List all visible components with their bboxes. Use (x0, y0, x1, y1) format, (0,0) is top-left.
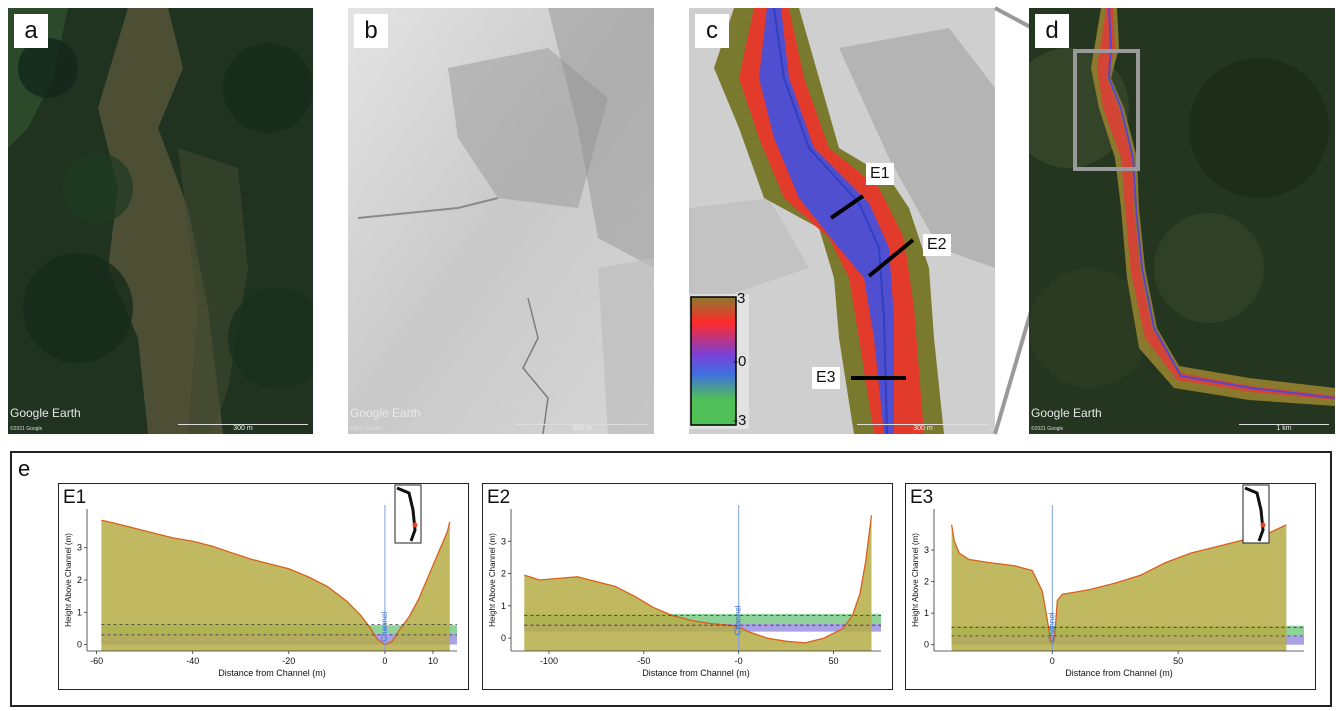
y-tick-label: 0 (924, 640, 929, 650)
panel-c-rem-map: c E1 E2 E3 3 -0 -3 300 m (689, 8, 995, 434)
copyright-text: ©2021 Google (350, 426, 383, 432)
zoom-extent-box (1073, 49, 1140, 171)
panel-b-hillshade: b Google Earth ©2021 Google 300 m (348, 8, 654, 434)
copyright-text: ©2021 Google (1031, 426, 1064, 432)
x-tick-label: 0 (1050, 656, 1055, 666)
panel-label-b: b (354, 14, 388, 48)
google-earth-watermark: Google Earth (350, 406, 421, 420)
band-green (524, 613, 881, 624)
panel-e-profiles (10, 451, 1332, 707)
x-tick-label: -20 (282, 656, 295, 666)
x-tick-label: -60 (90, 656, 103, 666)
transect-e2-line (867, 238, 915, 278)
panel-label-c: c (695, 14, 729, 48)
y-tick-label: 2 (924, 577, 929, 587)
scale-bar: 300 m (857, 424, 989, 432)
x-axis-label: Distance from Channel (m) (642, 668, 750, 678)
x-tick-label: -100 (540, 656, 558, 666)
y-axis-label: Height Above Channel (m) (64, 533, 73, 627)
y-axis-label: Height Above Channel (m) (488, 533, 497, 627)
google-earth-watermark: Google Earth (1031, 406, 1102, 420)
y-tick-label: 1 (501, 601, 506, 611)
panel-d-satellite-rem: d Google Earth ©2021 Google 1 km (1029, 8, 1335, 434)
y-tick-label: 0 (501, 633, 506, 643)
profile-e3-box: Channel 0 50 0 1 2 3 Distance from Channel (m) H… (905, 483, 1316, 690)
scale-bar: 1 km (1239, 424, 1329, 432)
profile-title: E3 (910, 487, 934, 508)
transect-e1-line (829, 194, 865, 220)
y-tick-label: 3 (77, 543, 82, 553)
location-inset (1242, 484, 1270, 544)
profile-e3-chart: Channel 0 50 0 1 2 3 Distance from Channel (m) H… (911, 484, 1304, 678)
x-axis-label: Distance from Channel (m) (1065, 668, 1173, 678)
satellite-image-a (8, 8, 313, 434)
transect-label-e3: E3 (812, 367, 840, 389)
inset-location-marker (412, 522, 418, 528)
y-axis-label: Height Above Channel (m) (911, 533, 920, 627)
legend-min-label: -3 (733, 412, 747, 429)
legend-color-bar (689, 294, 749, 429)
channel-label: Channel (380, 612, 389, 642)
y-tick-label: 3 (924, 545, 929, 555)
profile-e1-box: Channel -60 -40 -20 0 10 0 1 2 3 Distance from Cha… (58, 483, 469, 690)
panel-label-d: d (1035, 14, 1069, 48)
rem-map-image-c (689, 8, 995, 434)
google-earth-watermark: Google Earth (10, 406, 81, 420)
panel-label-e: e (18, 456, 31, 481)
x-tick-label: 50 (829, 656, 839, 666)
x-tick-label: -0 (735, 656, 743, 666)
profile-area (951, 524, 1287, 651)
profile-line (950, 524, 1287, 648)
satellite-image-d (1029, 8, 1335, 434)
copyright-text: ©2021 Google (10, 426, 43, 432)
x-axis-label: Distance from Channel (m) (218, 668, 326, 678)
legend-max-label: 3 (737, 290, 746, 307)
x-tick-label: -40 (186, 656, 199, 666)
channel-label: Channel (734, 605, 743, 635)
inset-location-marker (1260, 522, 1266, 528)
x-tick-label: 50 (1173, 656, 1183, 666)
panel-label-a: a (14, 14, 48, 48)
x-tick-label: -50 (637, 656, 650, 666)
profile-e1-chart: Channel -60 -40 -20 0 10 0 1 2 3 Distance from Cha… (64, 484, 457, 678)
profile-line (101, 519, 451, 646)
profile-title: E1 (63, 487, 87, 508)
y-tick-label: 1 (924, 608, 929, 618)
transect-label-e1: E1 (866, 163, 894, 185)
scale-bar: 300 m (516, 424, 648, 432)
legend-mid-label: -0 (733, 353, 747, 370)
profile-e2-chart: Channel -100 -50 -0 50 0 1 2 3 Distance from Chan… (488, 505, 881, 678)
profile-area (524, 515, 872, 651)
y-tick-label: 3 (501, 536, 506, 546)
panel-a-satellite: a Google Earth ©2021 Google 300 m (8, 8, 313, 434)
y-tick-label: 2 (77, 575, 82, 585)
profile-e2-box: Channel -100 -50 -0 50 0 1 2 3 Distance from Chan… (482, 483, 893, 690)
x-tick-label: 0 (382, 656, 387, 666)
inset-channel-path (396, 486, 417, 542)
scale-bar: 300 m (178, 424, 308, 432)
inset-channel-path (1244, 486, 1265, 542)
x-tick-label: 10 (428, 656, 438, 666)
y-tick-label: 2 (501, 569, 506, 579)
profile-title: E2 (487, 487, 511, 508)
transect-label-e2: E2 (923, 234, 951, 256)
y-tick-label: 1 (77, 607, 82, 617)
channel-label: Channel (1047, 612, 1056, 642)
y-tick-label: 0 (77, 640, 82, 650)
hillshade-image-b (348, 8, 654, 434)
